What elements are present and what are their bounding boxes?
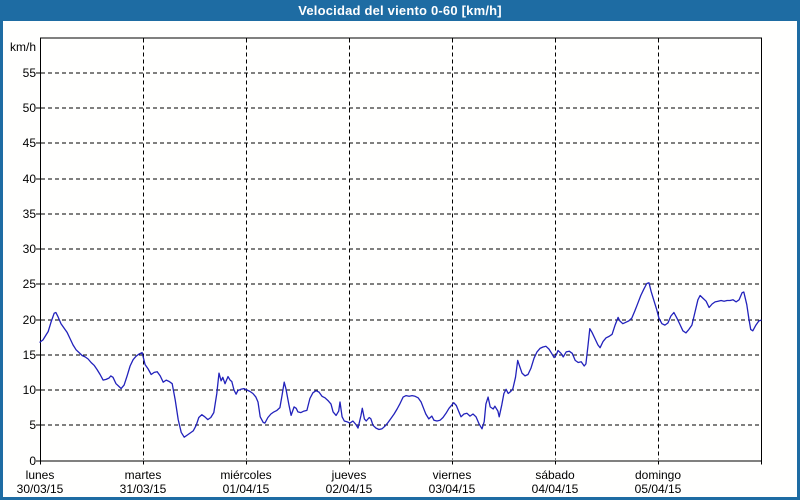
x-day-label: viernes [433,468,472,482]
y-tick-label: 0 [29,454,36,468]
plot-border [40,37,762,462]
y-tick-label: 50 [23,101,37,115]
x-day-label: domingo [635,468,681,482]
y-tick-label: 25 [23,277,37,291]
x-day-label: jueves [331,468,367,482]
wind-speed-line [39,282,762,438]
chart-title-bar: Velocidad del viento 0-60 [km/h] [0,0,800,21]
x-date-label: 01/04/15 [223,482,270,496]
x-date-label: 03/04/15 [429,482,476,496]
x-date-label: 02/04/15 [326,482,373,496]
y-tick-label: 15 [23,348,37,362]
x-day-label: sábado [535,468,575,482]
x-day-label: miércoles [220,468,271,482]
y-tick-label: 35 [23,207,37,221]
x-day-label: lunes [26,468,55,482]
y-tick-label: 20 [23,313,37,327]
y-tick-label: 40 [23,172,37,186]
y-tick-label: 5 [29,418,36,432]
x-date-label: 04/04/15 [532,482,579,496]
y-tick-label: 30 [23,242,37,256]
x-date-label: 31/03/15 [120,482,167,496]
x-date-label: 05/04/15 [635,482,682,496]
x-day-label: martes [125,468,162,482]
y-tick-label: 55 [23,66,37,80]
y-tick-label: 10 [23,383,37,397]
chart-title: Velocidad del viento 0-60 [km/h] [298,3,502,18]
x-date-label: 30/03/15 [17,482,64,496]
y-tick-label: 45 [23,136,37,150]
y-axis-unit-label: km/h [10,40,36,54]
